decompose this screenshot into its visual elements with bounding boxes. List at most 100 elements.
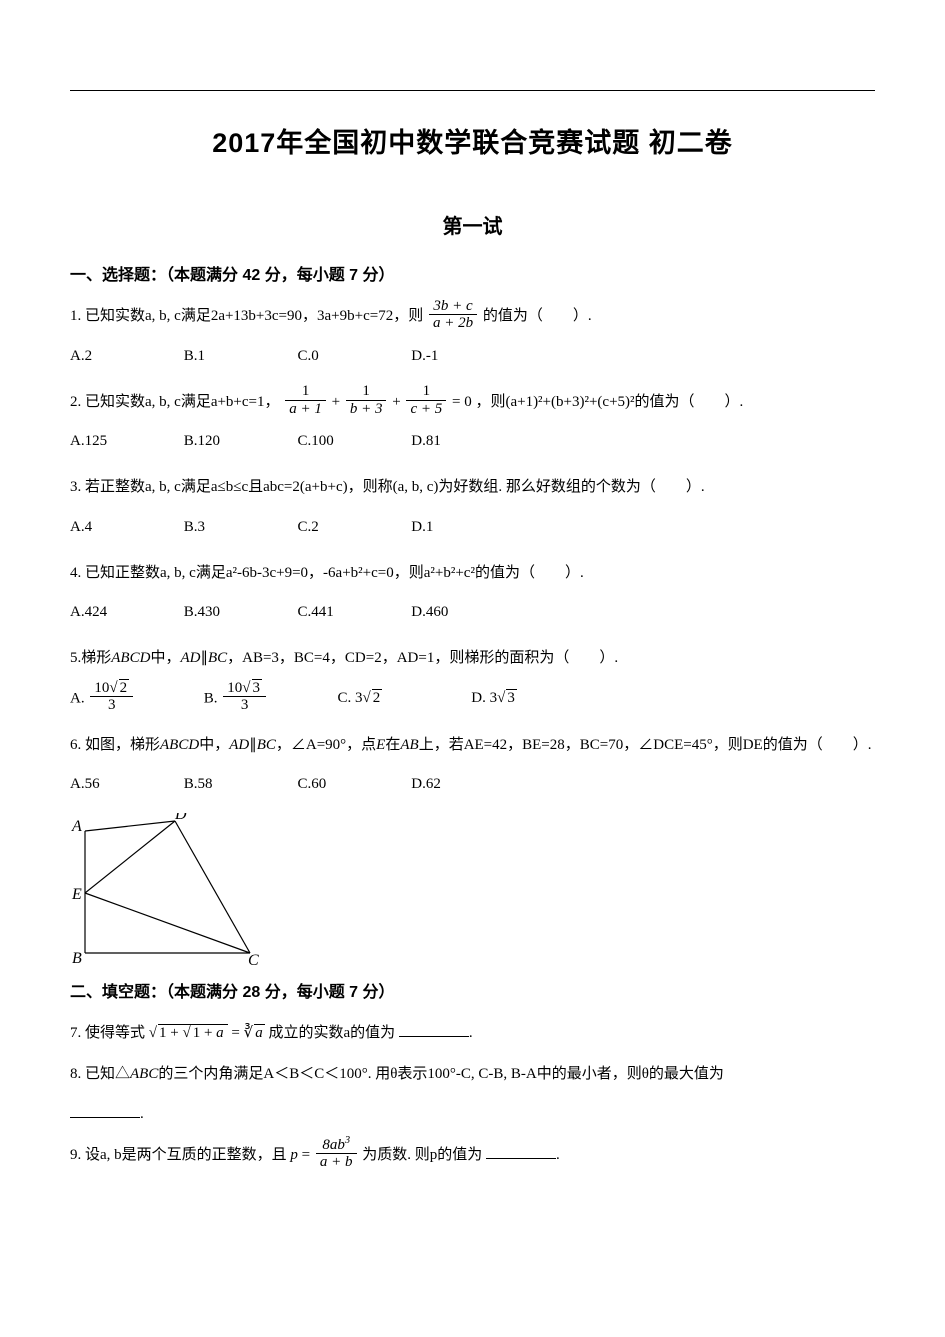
section2-heading: 二、填空题：（本题满分 28 分，每小题 7 分）: [70, 978, 875, 1002]
q1-optA: A.2: [70, 340, 180, 373]
q8-period: .: [140, 1106, 144, 1122]
q8-text: 8. 已知△ABC的三个内角满足A＜B＜C＜100°. 用θ表示100°-C, …: [70, 1066, 724, 1082]
q2-plus1: +: [332, 394, 344, 410]
q5-optD: D. 33: [471, 682, 601, 715]
q2-optD: D.81: [411, 425, 521, 458]
sqrt-icon: [149, 1025, 157, 1041]
label-D: D: [174, 813, 187, 823]
question-1: 1. 已知实数a, b, c满足2a+13b+3c=90，3a+9b+c=72，…: [70, 299, 875, 334]
question-5: 5.梯形ABCD中，AD∥BC，AB=3，BC=4，CD=2，AD=1，则梯形的…: [70, 641, 875, 676]
q1-optB: B.1: [184, 340, 294, 373]
q2-f1d: a + 1: [285, 401, 326, 418]
q3-optA: A.4: [70, 511, 180, 544]
q7-blank: [399, 1021, 469, 1037]
q2-frac1: 1 a + 1: [285, 383, 326, 417]
q2-frac2: 1 b + 3: [346, 383, 387, 417]
q9-prefix: 9. 设a, b是两个互质的正整数，且: [70, 1147, 287, 1163]
sqrt-icon: [242, 680, 250, 696]
q2-prefix: 2. 已知实数a, b, c满足a+b+c=1，: [70, 394, 280, 410]
q9-blank: [486, 1143, 556, 1159]
q4-optA: A.424: [70, 596, 180, 629]
question-8: 8. 已知△ABC的三个内角满足A＜B＜C＜100°. 用θ表示100°-C, …: [70, 1057, 875, 1092]
top-rule: [70, 90, 875, 91]
q3-optC: C.2: [298, 511, 408, 544]
q5-optB-label: B.: [204, 690, 218, 706]
q5-options: A. 102 3 B. 103 3 C. 32 D. 33: [70, 682, 875, 716]
q1-options: A.2 B.1 C.0 D.-1: [70, 340, 875, 373]
q1-optD: D.-1: [411, 340, 521, 373]
q6-optC: C.60: [298, 768, 408, 801]
question-7: 7. 使得等式 1 + 1 + a = a 成立的实数a的值为 .: [70, 1016, 875, 1051]
q1-prefix: 1. 已知实数a, b, c满足2a+13b+3c=90，3a+9b+c=72，…: [70, 308, 423, 324]
question-8-line2: .: [70, 1097, 875, 1132]
q9-period: .: [556, 1147, 560, 1163]
trapezoid-diagram: A D E B C: [70, 813, 260, 968]
q5-optA-label: A.: [70, 690, 85, 706]
q8-blank: [70, 1102, 140, 1118]
q6-text: 6. 如图，梯形ABCD中，AD∥BC，∠A=90°，点E在AB上，若AE=42…: [70, 737, 871, 753]
question-2: 2. 已知实数a, b, c满足a+b+c=1， 1 a + 1 + 1 b +…: [70, 385, 875, 420]
question-9: 9. 设a, b是两个互质的正整数，且 p = 8ab3 a + b 为质数. …: [70, 1138, 875, 1173]
q9-frac-den: a + b: [316, 1154, 357, 1171]
q2-eq0: = 0: [452, 394, 472, 410]
q5-optB-num: 103: [223, 680, 266, 698]
q3-options: A.4 B.3 C.2 D.1: [70, 511, 875, 544]
q9-p: p: [290, 1147, 298, 1163]
q5-optB-den: 3: [223, 697, 266, 714]
q5-optA-den: 3: [90, 697, 133, 714]
q2-optC: C.100: [298, 425, 408, 458]
q6-optD: D.62: [411, 768, 521, 801]
exam-subtitle: 第一试: [70, 210, 875, 239]
q6-options: A.56 B.58 C.60 D.62: [70, 768, 875, 801]
q2-f3n: 1: [406, 383, 446, 401]
label-E: E: [71, 886, 82, 903]
q7-period: .: [469, 1025, 473, 1041]
q5-optA-frac: 102 3: [90, 680, 133, 714]
q1-frac-num: 3b + c: [429, 298, 477, 316]
q2-f1n: 1: [285, 383, 326, 401]
q5-optA-num: 102: [90, 680, 133, 698]
question-4: 4. 已知正整数a, b, c满足a²-6b-3c+9=0，-6a+b²+c=0…: [70, 556, 875, 591]
exam-page: 2017年全国初中数学联合竞赛试题 初二卷 第一试 一、选择题：（本题满分 42…: [0, 0, 945, 1337]
q7-expr: 1 + 1 + a = a: [149, 1025, 265, 1041]
q5-text: 5.梯形ABCD中，AD∥BC，AB=3，BC=4，CD=2，AD=1，则梯形的…: [70, 650, 618, 666]
q1-fraction: 3b + c a + 2b: [429, 298, 477, 332]
q3-optB: B.3: [184, 511, 294, 544]
cbrt-icon: [244, 1025, 254, 1041]
q2-plus2: +: [392, 394, 404, 410]
q2-optB: B.120: [184, 425, 294, 458]
q2-optA: A.125: [70, 425, 180, 458]
q2-suffix: ，则(a+1)²+(b+3)²+(c+5)²的值为（ ）.: [475, 394, 743, 410]
q6-optA: A.56: [70, 768, 180, 801]
q2-f2d: b + 3: [346, 401, 387, 418]
question-6: 6. 如图，梯形ABCD中，AD∥BC，∠A=90°，点E在AB上，若AE=42…: [70, 728, 875, 763]
label-B: B: [72, 950, 82, 967]
q4-optB: B.430: [184, 596, 294, 629]
q4-options: A.424 B.430 C.441 D.460: [70, 596, 875, 629]
sqrt-icon: [363, 690, 371, 706]
label-A: A: [71, 818, 82, 835]
q2-options: A.125 B.120 C.100 D.81: [70, 425, 875, 458]
q2-frac3: 1 c + 5: [406, 383, 446, 417]
q9-frac: 8ab3 a + b: [316, 1137, 357, 1171]
q2-f3d: c + 5: [406, 401, 446, 418]
q9-frac-num: 8ab3: [316, 1137, 357, 1155]
q5-optC: C. 32: [338, 682, 468, 715]
label-C: C: [248, 952, 259, 968]
q6-optB: B.58: [184, 768, 294, 801]
q1-suffix: 的值为（ ）.: [483, 308, 592, 324]
q5-optB-frac: 103 3: [223, 680, 266, 714]
question-3: 3. 若正整数a, b, c满足a≤b≤c且abc=2(a+b+c)，则称(a,…: [70, 470, 875, 505]
q4-optC: C.441: [298, 596, 408, 629]
q9-eq: =: [302, 1147, 314, 1163]
q1-frac-den: a + 2b: [429, 315, 477, 332]
q2-f2n: 1: [346, 383, 387, 401]
exam-title: 2017年全国初中数学联合竞赛试题 初二卷: [70, 121, 875, 160]
sqrt-icon: [497, 690, 505, 706]
section1-heading: 一、选择题：（本题满分 42 分，每小题 7 分）: [70, 261, 875, 285]
q5-optA: A. 102 3: [70, 682, 200, 716]
q1-optC: C.0: [298, 340, 408, 373]
sqrt-icon: [109, 680, 117, 696]
sqrt-icon: [182, 1025, 190, 1041]
q3-optD: D.1: [411, 511, 521, 544]
